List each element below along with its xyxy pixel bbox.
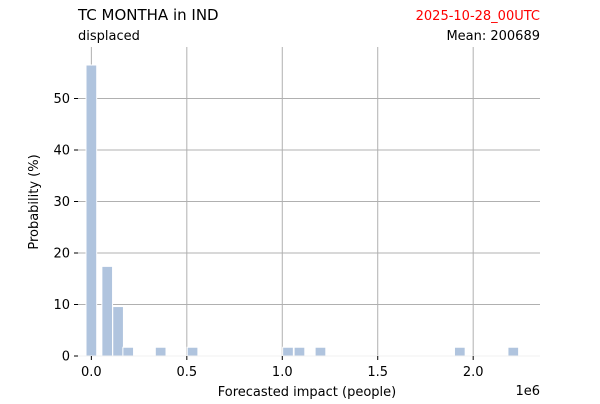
x-tick-label: 2.0 [463,365,484,380]
axis-layer: 0 10 20 30 40 50 0.0 0.5 1.0 1.5 2.0 [53,92,540,380]
histogram-bar [186,346,199,357]
x-tick-label: 1.5 [367,365,388,380]
x-tick-label: 1.0 [272,365,293,380]
histogram-bar [122,346,135,357]
histogram-bar [154,346,167,357]
x-tick-label: 0.0 [81,365,102,380]
histogram-bar [101,265,114,357]
mean-label: Mean: 200689 [446,29,540,44]
forecast-date: 2025-10-28_00UTC [416,9,540,24]
x-axis-label: Forecasted impact (people) [218,385,396,400]
bar-layer [85,64,520,357]
histogram-bar [85,64,98,357]
histogram-bar [314,346,327,357]
x-axis-offset-label: 1e6 [515,384,540,399]
chart-subtitle: displaced [78,29,140,44]
histogram-bar [282,346,294,357]
y-tick-label: 20 [53,247,70,262]
chart-title: TC MONTHA in IND [77,6,219,24]
y-tick-label: 0 [62,350,70,365]
histogram-bar [453,346,466,357]
histogram-bar [112,306,124,357]
y-tick-label: 40 [53,144,70,159]
y-tick-label: 30 [53,195,70,210]
y-tick-label: 10 [53,298,70,313]
grid-layer [78,47,540,356]
x-tick-label: 0.5 [176,365,197,380]
y-tick-label: 50 [53,92,70,107]
y-axis-label: Probability (%) [27,154,42,249]
histogram-bar [507,346,520,357]
histogram-bar [293,346,306,357]
